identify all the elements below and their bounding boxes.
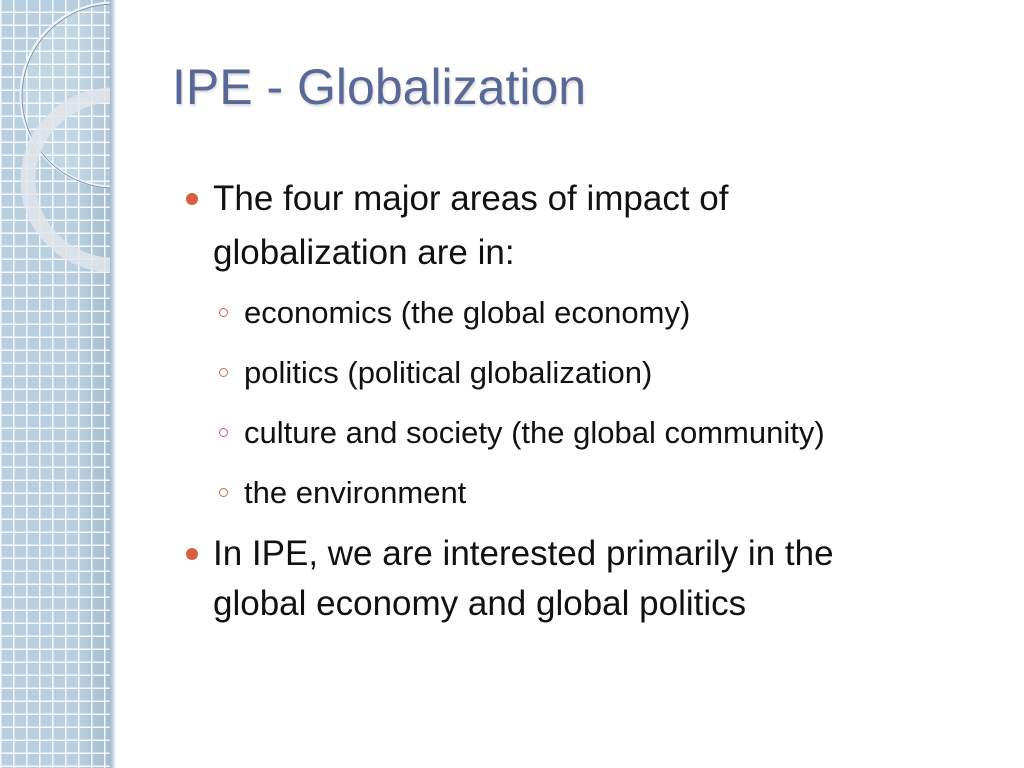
panel-edge bbox=[110, 0, 115, 768]
bullet-1-line-1: The four major areas of impact of bbox=[213, 179, 729, 218]
bullet-2-line-2: global economy and global politics bbox=[213, 584, 747, 623]
sub-bullet-circle bbox=[219, 308, 228, 317]
bullet-dot bbox=[186, 193, 198, 205]
bullet-dot bbox=[186, 548, 198, 560]
decorative-side-panel bbox=[0, 0, 113, 768]
sub-bullet-3: culture and society (the global communit… bbox=[244, 415, 825, 450]
sub-bullet-circle bbox=[219, 368, 228, 377]
decorative-circles bbox=[19, 1, 113, 273]
sub-bullet-4: the environment bbox=[244, 475, 467, 510]
sub-bullet-2: politics (political globalization) bbox=[244, 355, 653, 390]
bullet-1-line-2: globalization are in: bbox=[213, 233, 515, 272]
sub-bullet-1: economics (the global economy) bbox=[244, 295, 691, 330]
bullet-2-line-1: In IPE, we are interested primarily in t… bbox=[213, 534, 834, 573]
sub-bullet-circle bbox=[219, 428, 228, 437]
slide-title: IPE - Globalization bbox=[172, 59, 587, 115]
sub-bullet-circle bbox=[219, 488, 228, 497]
